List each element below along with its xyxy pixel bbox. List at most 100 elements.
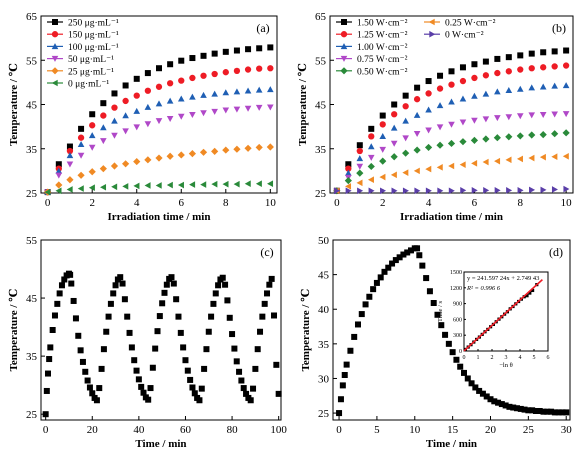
data-point [189, 181, 196, 188]
data-point [244, 105, 252, 112]
data-point [107, 300, 114, 307]
data-point [77, 347, 84, 354]
legend-label: 0.50 W·cm⁻² [357, 67, 408, 77]
inset-y-tick-label: 600 [453, 317, 462, 323]
data-point [539, 130, 547, 139]
data-point [343, 361, 350, 368]
legend-label: 1.00 W·cm⁻² [357, 43, 408, 53]
data-point [471, 74, 478, 82]
data-point [370, 286, 377, 293]
data-point [51, 312, 58, 319]
data-point [133, 107, 141, 114]
data-point [402, 103, 409, 110]
data-point [529, 186, 536, 194]
y-tick-label: 25 [26, 409, 38, 421]
data-point [66, 147, 74, 155]
data-point [336, 410, 343, 417]
inset-x-tick-label: 5 [533, 355, 536, 361]
panel-label: (a) [256, 21, 269, 35]
data-point [200, 110, 207, 117]
data-point [154, 328, 161, 335]
data-point [377, 274, 384, 281]
data-point [540, 408, 547, 415]
data-point [356, 163, 364, 170]
data-point [385, 264, 392, 271]
data-point [521, 406, 528, 413]
data-point [356, 155, 364, 162]
x-tick-label: 20 [485, 424, 497, 436]
data-point [562, 129, 570, 137]
data-point [233, 106, 241, 113]
data-point [166, 97, 174, 104]
data-point [233, 88, 241, 95]
data-point [88, 184, 95, 191]
legend-marker [341, 19, 347, 25]
data-point [513, 405, 520, 412]
data-point [379, 157, 387, 165]
data-point [79, 358, 86, 365]
data-point [425, 165, 432, 173]
y-axis-label: Temperature / ℃ [8, 63, 20, 146]
data-point [425, 187, 432, 195]
data-point [247, 397, 254, 404]
data-point [257, 328, 264, 335]
data-point [166, 80, 174, 87]
data-point [144, 156, 152, 164]
legend-label: 0.75 W·cm⁻² [357, 55, 408, 65]
data-point [494, 69, 501, 77]
x-tick-label: 4 [134, 197, 140, 209]
data-point [111, 117, 118, 124]
panel-label: (b) [552, 21, 566, 35]
data-point [459, 95, 467, 102]
data-point [414, 84, 421, 91]
data-point [494, 55, 501, 62]
data-point [551, 111, 558, 118]
data-point [211, 50, 218, 57]
data-point [436, 85, 444, 92]
data-point [229, 331, 236, 338]
data-point [201, 365, 208, 372]
data-point [152, 345, 159, 352]
data-point [255, 86, 263, 93]
legend-label: 100 μg·mL⁻¹ [68, 43, 119, 53]
data-point [178, 77, 185, 84]
data-point [402, 135, 409, 142]
data-point [402, 149, 410, 157]
data-point [379, 133, 387, 140]
data-point [562, 111, 570, 118]
inset-x-tick-label: 1 [477, 355, 480, 361]
data-point [505, 68, 512, 75]
data-point [498, 401, 505, 408]
legend-label: 25 μg·mL⁻¹ [68, 67, 114, 77]
data-point [98, 365, 105, 372]
data-point [222, 107, 230, 114]
data-point [233, 145, 241, 153]
data-point [413, 131, 421, 138]
x-tick-label: 8 [518, 197, 524, 209]
series-0.25 W·cm⁻² [333, 152, 569, 195]
data-point [551, 130, 559, 138]
data-point [88, 168, 96, 176]
data-point [437, 187, 444, 195]
data-point [425, 78, 432, 85]
data-point [482, 135, 490, 143]
data-point [166, 181, 173, 189]
data-point [525, 407, 532, 414]
data-point [177, 329, 184, 336]
x-tick-label: 0 [334, 197, 340, 209]
data-point [471, 92, 478, 99]
data-point [413, 146, 421, 154]
data-point [436, 141, 444, 149]
data-point [402, 187, 409, 195]
data-point [200, 52, 207, 59]
legend-marker [51, 43, 59, 50]
data-point [413, 167, 420, 175]
data-point [168, 274, 175, 281]
legend-label: 1.50 W·cm⁻² [357, 19, 408, 29]
data-point [191, 390, 198, 397]
data-point [77, 185, 84, 192]
data-point [563, 47, 570, 54]
inset-r2: R² = 0.996 6 [466, 285, 501, 292]
data-point [367, 154, 375, 161]
